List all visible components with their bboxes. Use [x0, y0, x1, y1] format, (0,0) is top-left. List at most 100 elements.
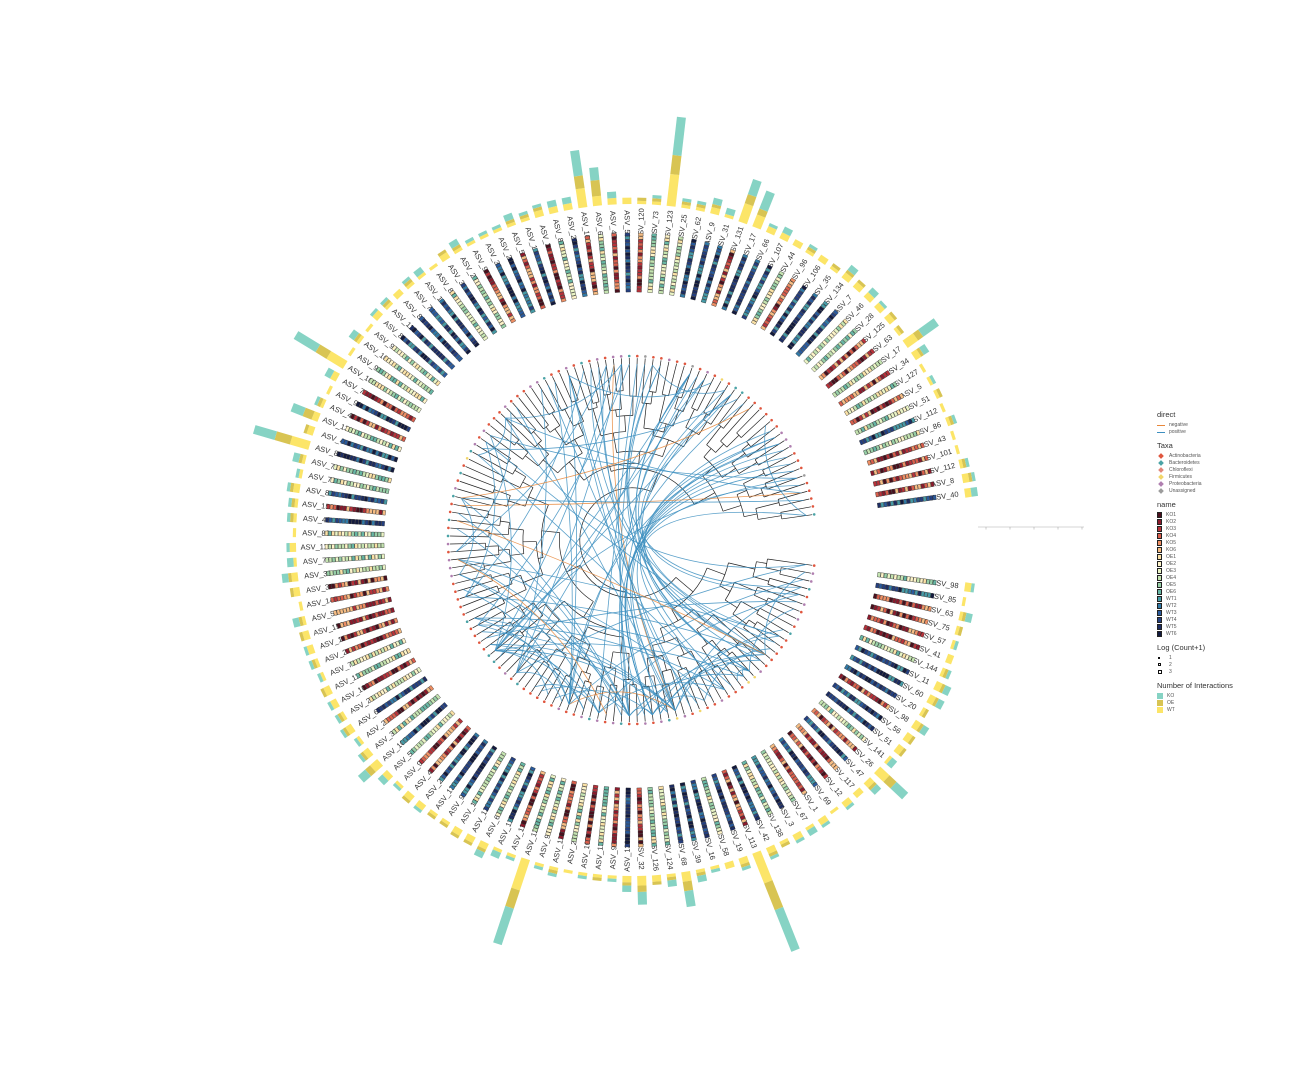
heatmap-tile [865, 436, 871, 443]
heatmap-tile [771, 282, 778, 288]
heatmap-tile [380, 426, 386, 433]
heatmap-tile [907, 418, 913, 425]
heatmap-tile [382, 487, 387, 494]
heatmap-tile [345, 606, 351, 613]
heatmap-tile [425, 687, 432, 693]
heatmap-tile [673, 813, 680, 818]
interaction-bar [320, 685, 333, 698]
heatmap-tile [511, 266, 518, 272]
interaction-bar-segment [405, 281, 415, 290]
heatmap-tile [374, 554, 379, 560]
heatmap-tile [505, 283, 512, 289]
legend-key [1157, 616, 1162, 623]
tip-point [454, 486, 457, 490]
heatmap-tile [407, 401, 414, 408]
heatmap-tile [394, 629, 399, 635]
tip-label: ASV_2 [538, 224, 553, 249]
heatmap-tile [388, 684, 394, 691]
heatmap-tile [614, 279, 620, 283]
positive-link [554, 381, 573, 705]
heatmap-tile [587, 252, 593, 257]
interaction-bar [710, 197, 723, 216]
heatmap-tile [352, 455, 357, 462]
interaction-bar-segment [592, 876, 602, 882]
interaction-bar [357, 747, 374, 763]
legend-key [1157, 581, 1162, 588]
heatmap-tile-column [326, 503, 386, 516]
heatmap-tile [625, 797, 631, 801]
heatmap-tile [418, 758, 425, 765]
heatmap-tile [711, 302, 718, 307]
tree-branch [711, 639, 722, 652]
tip-point [784, 639, 788, 642]
interaction-bar-segment [286, 543, 290, 553]
heatmap-tile [819, 324, 826, 330]
heatmap-tile [882, 454, 888, 461]
heatmap-tile [376, 576, 381, 582]
heatmap-tile [535, 782, 541, 788]
heatmap-tile [888, 489, 893, 495]
interaction-bar-segment [651, 874, 662, 882]
heatmap-tile [742, 311, 749, 317]
heatmap-tile [795, 781, 802, 787]
heatmap-tile [741, 256, 747, 262]
heatmap-tile [767, 290, 774, 297]
interaction-bar-segment [637, 885, 647, 892]
heatmap-tile [395, 433, 401, 440]
heatmap-tile [502, 771, 509, 777]
heatmap-tile [679, 782, 686, 787]
heatmap-tile-column [340, 438, 399, 463]
heatmap-tile [573, 250, 580, 255]
heatmap-tile [812, 349, 819, 356]
heatmap-tile [701, 779, 708, 785]
interaction-bar [401, 790, 415, 804]
heatmap-tile-column [532, 774, 556, 833]
interaction-bar-segment [478, 840, 489, 850]
heatmap-tile [388, 389, 394, 396]
tip-label: ASV_119 [300, 542, 331, 552]
heatmap-tile [846, 366, 852, 373]
legend-row: WT2 [1157, 602, 1287, 609]
heatmap-tile [920, 442, 925, 449]
heatmap-tile-column [519, 770, 546, 828]
heatmap-tile [560, 777, 567, 783]
heatmap-tile [450, 349, 457, 355]
heatmap-tile [428, 730, 434, 737]
heatmap-tile [624, 843, 630, 848]
heatmap-tile [506, 312, 513, 318]
interaction-bar-segment [637, 891, 647, 905]
heatmap-tile [471, 734, 478, 741]
heatmap-tile [512, 776, 519, 782]
heatmap-tile [872, 407, 878, 414]
tree-branch [781, 567, 812, 574]
heatmap-tile [598, 234, 604, 238]
heatmap-tile [901, 486, 906, 493]
heatmap-tile [367, 496, 372, 503]
interaction-bar [637, 875, 647, 905]
tree-branch [743, 627, 776, 653]
heatmap-tile [927, 468, 932, 474]
heatmap-tile [412, 345, 419, 352]
heatmap-tile [576, 263, 582, 268]
legend-label: negative [1169, 421, 1188, 428]
interaction-bar-segment [916, 347, 924, 357]
heatmap-tile [871, 379, 877, 386]
heatmap-tile [352, 618, 357, 625]
heatmap-tile [368, 448, 374, 454]
heatmap-tile [625, 246, 631, 250]
heatmap-tile [903, 575, 908, 582]
heatmap-tile [435, 380, 441, 387]
heatmap-tile [898, 611, 904, 618]
heatmap-tile [569, 288, 576, 294]
interaction-bar-segment [852, 787, 864, 799]
heatmap-tile [687, 820, 694, 826]
heatmap-tile [340, 479, 345, 485]
heatmap-tile [756, 285, 763, 291]
heatmap-tile [492, 286, 499, 292]
heatmap-tile [412, 377, 419, 384]
interaction-bar-segment [967, 472, 973, 482]
positive-link [489, 435, 512, 651]
tree-branch [455, 496, 493, 507]
heatmap-tile [877, 572, 881, 578]
interaction-bar-segment [961, 458, 967, 468]
